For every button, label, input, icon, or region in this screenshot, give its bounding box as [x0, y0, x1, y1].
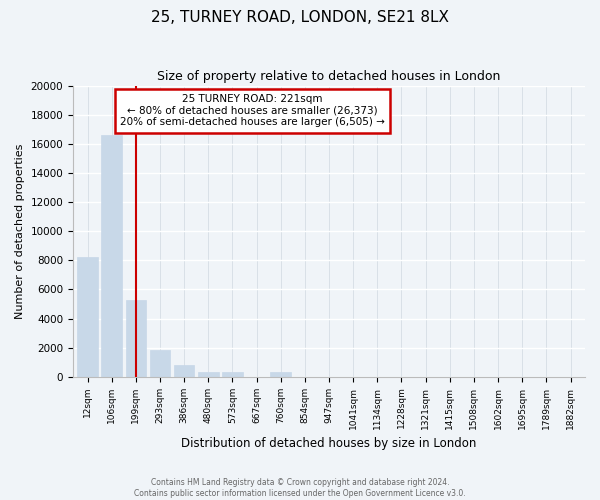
Text: 25, TURNEY ROAD, LONDON, SE21 8LX: 25, TURNEY ROAD, LONDON, SE21 8LX	[151, 10, 449, 25]
Text: Contains HM Land Registry data © Crown copyright and database right 2024.
Contai: Contains HM Land Registry data © Crown c…	[134, 478, 466, 498]
Y-axis label: Number of detached properties: Number of detached properties	[15, 144, 25, 319]
Bar	[150, 350, 170, 377]
Bar	[77, 258, 98, 377]
Text: 25 TURNEY ROAD: 221sqm
← 80% of detached houses are smaller (26,373)
20% of semi: 25 TURNEY ROAD: 221sqm ← 80% of detached…	[120, 94, 385, 128]
Title: Size of property relative to detached houses in London: Size of property relative to detached ho…	[157, 70, 501, 83]
Bar	[174, 365, 194, 377]
Bar	[222, 372, 242, 377]
X-axis label: Distribution of detached houses by size in London: Distribution of detached houses by size …	[181, 437, 477, 450]
Bar	[198, 372, 218, 377]
Bar	[271, 372, 291, 377]
Bar	[125, 300, 146, 377]
Bar	[101, 135, 122, 377]
